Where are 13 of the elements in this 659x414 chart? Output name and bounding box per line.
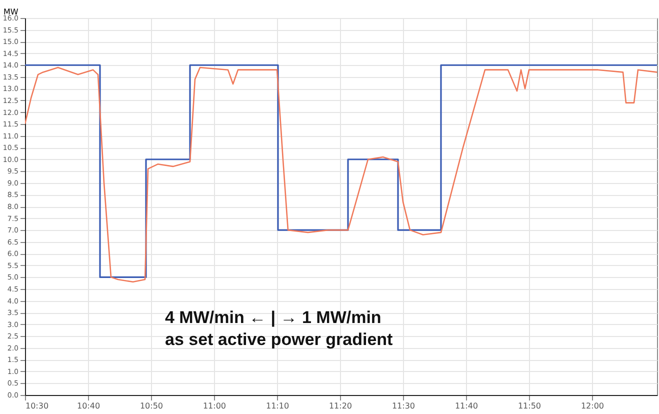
x-tick-label: 11:40	[454, 402, 478, 410]
x-tick-label: 12:00	[580, 402, 604, 410]
x-tick-label: 10:40	[76, 402, 100, 410]
annotation: as set active power gradient	[165, 330, 394, 349]
x-tick-label: 11:00	[202, 402, 226, 410]
x-tick-label: 11:50	[518, 402, 542, 410]
annotation: 4 MW/min ← | → 1 MW/min	[165, 308, 382, 327]
x-tick-label: 11:20	[328, 402, 352, 410]
x-tick-label: 10:30	[26, 402, 49, 410]
x-tick-label: 11:10	[266, 402, 290, 410]
y-axis-title: MW	[4, 8, 18, 16]
x-tick-label: 10:50	[140, 402, 164, 410]
x-tick-label: 11:30	[392, 402, 416, 410]
